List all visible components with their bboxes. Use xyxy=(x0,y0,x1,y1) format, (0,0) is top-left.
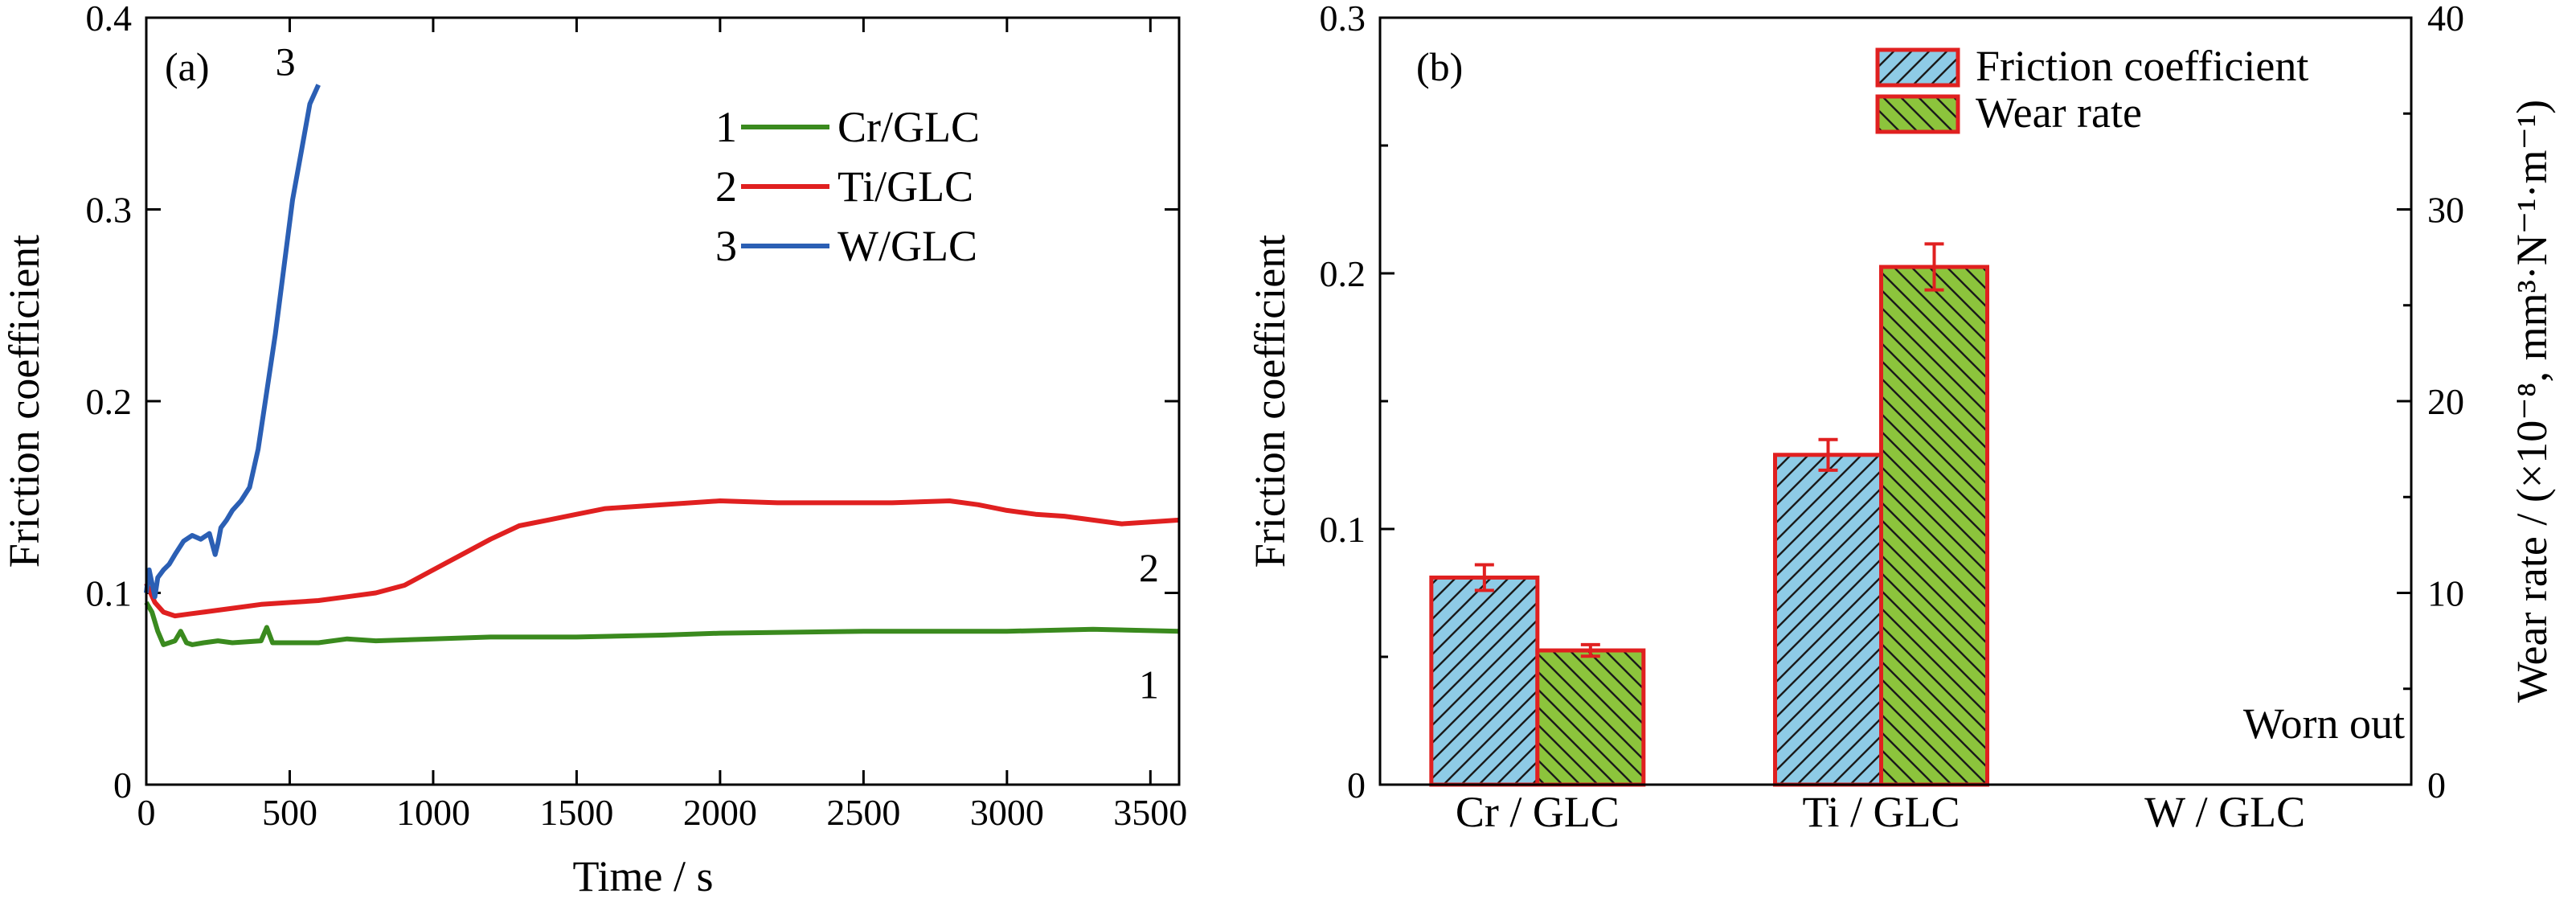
a-legend-label: W/GLC xyxy=(838,222,977,270)
b-legend-swatch xyxy=(1875,47,1960,88)
bar-friction xyxy=(1429,575,1540,787)
panel-a-plot-frame xyxy=(145,16,1181,786)
curve-number-3: 3 xyxy=(276,39,296,84)
a-y-tick-label: 0.1 xyxy=(86,573,133,614)
series-line-ti-glc xyxy=(144,498,1180,619)
panel-a-legend: 1 Cr/GLC 2 Ti/GLC 3 W/GLC xyxy=(715,103,980,270)
a-x-tick-label: 1500 xyxy=(539,792,613,833)
b-right-y-tick-label: 20 xyxy=(2427,381,2464,422)
b-right-y-tick-label: 30 xyxy=(2427,190,2464,231)
curve-number-1: 1 xyxy=(1139,662,1159,707)
a-y-tick-label: 0.4 xyxy=(86,0,133,39)
b-legend-label: Friction coefficient xyxy=(1976,42,2308,90)
a-legend-number: 3 xyxy=(715,222,737,270)
b-right-y-tick-label: 0 xyxy=(2427,765,2446,806)
panel-b-label: (b) xyxy=(1416,44,1463,89)
a-x-tick-label: 0 xyxy=(137,792,156,833)
a-x-tick-label: 3500 xyxy=(1113,792,1187,833)
curve-number-2: 2 xyxy=(1139,545,1159,590)
b-left-y-tick-label: 0.2 xyxy=(1320,253,1366,294)
a-y-tick-label: 0 xyxy=(113,765,132,806)
b-left-y-tick-label: 0.1 xyxy=(1320,509,1366,550)
worn-out-annotation: Worn out xyxy=(2243,699,2405,748)
a-legend-label: Ti/GLC xyxy=(838,162,973,211)
b-left-y-tick-label: 0.3 xyxy=(1320,0,1366,39)
a-y-tick-label: 0.3 xyxy=(86,190,133,231)
panel-a-label: (a) xyxy=(165,44,210,89)
panel-a-line-chart: 0 500 1000 1500 2000 2500 3000 3500 0 0.1 0.2 0.3 0.… xyxy=(0,0,1187,898)
b-legend-swatch xyxy=(1875,94,1960,134)
panel-b-right-y-axis-title: Wear rate / (×10⁻⁸, mm³·N⁻¹·m⁻¹) xyxy=(2508,100,2556,703)
a-y-tick-label: 0.2 xyxy=(86,381,133,422)
bar-wear xyxy=(1535,648,1646,787)
panel-a-x-axis-title: Time / s xyxy=(572,852,713,898)
b-legend-label: Wear rate xyxy=(1976,88,2142,137)
b-left-y-tick-label: 0 xyxy=(1347,765,1366,806)
a-legend-number: 2 xyxy=(715,162,737,211)
a-x-tick-label: 500 xyxy=(262,792,317,833)
a-x-tick-label: 1000 xyxy=(396,792,470,833)
b-category-label: Ti / GLC xyxy=(1802,788,1960,836)
panel-a-y-axis-title: Friction coefficient xyxy=(0,235,48,568)
a-x-tick-label: 3000 xyxy=(970,792,1044,833)
b-right-y-tick-label: 10 xyxy=(2427,573,2464,614)
panel-b-plot-frame xyxy=(1378,16,2413,786)
b-category-label: Cr / GLC xyxy=(1456,788,1620,836)
panel-b-bar-chart: 0 0.1 0.2 0.3 0 10 20 30 40 Cr / GLC Ti / GLC W / G… xyxy=(1246,0,2556,836)
bar-wear xyxy=(1879,264,1989,787)
b-right-y-tick-label: 40 xyxy=(2427,0,2464,39)
a-legend-label: Cr/GLC xyxy=(838,103,980,151)
b-category-label: W / GLC xyxy=(2144,788,2305,836)
series-line-w-glc xyxy=(144,84,321,600)
panel-b-left-y-axis-title: Friction coefficient xyxy=(1246,235,1294,568)
a-x-tick-label: 2500 xyxy=(826,792,900,833)
bar-friction xyxy=(1773,453,1883,787)
a-x-tick-label: 2000 xyxy=(683,792,757,833)
a-legend-number: 1 xyxy=(715,103,737,151)
series-line-cr-glc xyxy=(144,601,1180,647)
